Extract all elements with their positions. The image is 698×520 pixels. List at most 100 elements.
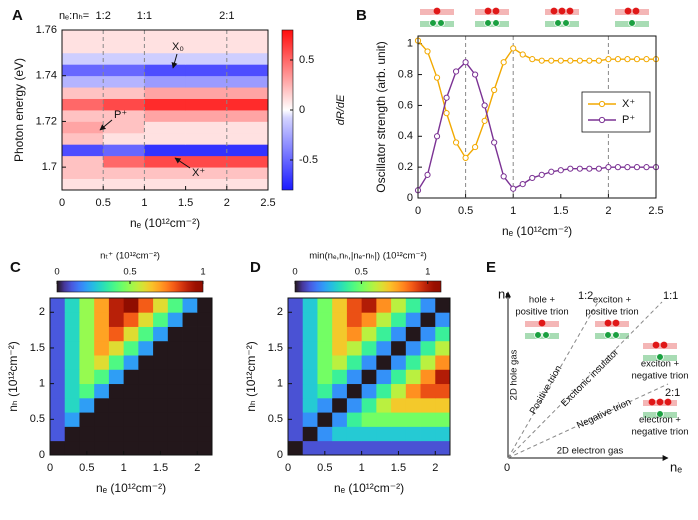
data-point	[586, 165, 593, 172]
heatmap-cell	[361, 426, 377, 442]
heatmap-cell	[332, 369, 348, 385]
heatmap-cell	[123, 369, 139, 385]
x-tick-label: 2.5	[260, 197, 275, 209]
heatmap-cell	[62, 167, 104, 179]
heatmap-cell	[361, 355, 377, 370]
heatmap-cell	[167, 326, 183, 342]
heatmap-cell	[288, 355, 304, 370]
axis-label: nₕ	[498, 286, 511, 301]
heatmap-cell	[197, 340, 212, 356]
heatmap-cell	[167, 298, 183, 313]
heatmap-cell	[391, 397, 407, 413]
schematic-icon	[643, 398, 677, 418]
heatmap-cell	[317, 397, 333, 413]
ratio-title: nₑ:nₕ=	[59, 10, 89, 22]
data-point	[510, 45, 517, 52]
y-tick-label: 0	[407, 192, 413, 204]
heatmap-cell	[361, 397, 377, 413]
x-tick-label: 1	[510, 205, 516, 217]
heatmap-cell	[346, 412, 363, 427]
heatmap-cell	[332, 355, 348, 370]
data-point	[538, 57, 545, 64]
icon-dot	[562, 19, 570, 27]
data-point	[462, 59, 469, 66]
data-point	[529, 56, 536, 63]
heatmap-cell	[346, 397, 363, 413]
colorbar-tick-label: 0.5	[123, 267, 136, 278]
heatmap-cell	[62, 132, 104, 145]
y-tick-label: 0.6	[398, 99, 413, 111]
icon-dot	[534, 331, 542, 339]
data-point	[472, 143, 479, 151]
y-tick-label: 1.74	[36, 70, 57, 82]
heatmap-cell	[103, 144, 145, 157]
heatmap-cell	[435, 440, 450, 455]
data-point	[491, 139, 498, 146]
heatmap-cell	[435, 383, 450, 399]
icon-dot	[664, 398, 672, 406]
data-point	[576, 165, 583, 172]
y-tick-label: 0	[39, 449, 45, 461]
colorbar-tick-label: 0	[299, 104, 305, 116]
heatmap-cell	[185, 87, 228, 99]
x-tick-label: 2	[432, 462, 438, 474]
data-point	[643, 56, 650, 63]
heatmap-cell	[185, 155, 228, 168]
data-point	[576, 57, 583, 64]
data-point	[424, 48, 431, 55]
heatmap-cell	[79, 312, 95, 327]
heatmap-cell	[64, 412, 80, 427]
heatmap-cell	[405, 355, 421, 370]
heatmap-cell	[138, 355, 154, 370]
heatmap-cell	[302, 440, 318, 455]
heatmap-cell	[288, 426, 304, 442]
data-point	[548, 168, 555, 175]
heatmap-cell	[153, 412, 169, 427]
heatmap-cell	[435, 355, 450, 370]
heatmap-cell	[123, 426, 139, 442]
heatmap-cell	[153, 426, 169, 442]
heatmap-cell	[302, 412, 318, 427]
heatmap-cell	[138, 440, 154, 455]
panel-label: E	[486, 259, 496, 276]
heatmap-cell	[153, 312, 169, 327]
heatmap-cell	[144, 98, 186, 111]
heatmap-cell	[405, 369, 421, 385]
heatmap-cell	[226, 98, 268, 111]
heatmap-cell	[435, 369, 450, 385]
phase-label: Positive trion	[528, 364, 565, 417]
heatmap-cell	[302, 326, 318, 342]
data-point	[624, 56, 631, 63]
y-tick-label: 1.7	[42, 161, 57, 173]
data-point	[557, 167, 564, 174]
heatmap-cell	[288, 340, 304, 356]
heatmap-cell	[94, 440, 110, 455]
heatmap-cell	[361, 312, 377, 327]
colorbar-label: nₜ⁺ (10¹²cm⁻²)	[100, 251, 160, 262]
heatmap-cell	[346, 326, 363, 342]
data-point	[481, 102, 488, 109]
heatmap-cell	[420, 440, 436, 455]
legend-label: X⁺	[622, 98, 635, 110]
data-point	[614, 56, 622, 63]
ratio-label: 2:1	[665, 387, 680, 399]
icon-dot	[484, 7, 492, 15]
heatmap-cell	[103, 167, 145, 179]
heatmap-cell	[376, 326, 392, 342]
heatmap-cell	[103, 30, 145, 42]
heatmap-cell	[103, 121, 145, 134]
data-point	[462, 154, 469, 161]
heatmap-cell	[405, 340, 421, 356]
heatmap-cell	[153, 326, 169, 342]
region-label: exciton +	[641, 359, 680, 370]
colorbar-label: dR/dE	[335, 94, 347, 125]
heatmap-cell	[197, 312, 212, 327]
x-tick-label: 1	[141, 197, 147, 209]
heatmap-cell	[50, 312, 66, 327]
heatmap-cell	[123, 397, 139, 413]
icon-dot	[558, 7, 566, 15]
x-tick-label: 1.5	[553, 205, 568, 217]
heatmap-cell	[182, 298, 198, 313]
heatmap-cell	[226, 155, 268, 168]
y-tick-label: 0.4	[398, 130, 413, 142]
